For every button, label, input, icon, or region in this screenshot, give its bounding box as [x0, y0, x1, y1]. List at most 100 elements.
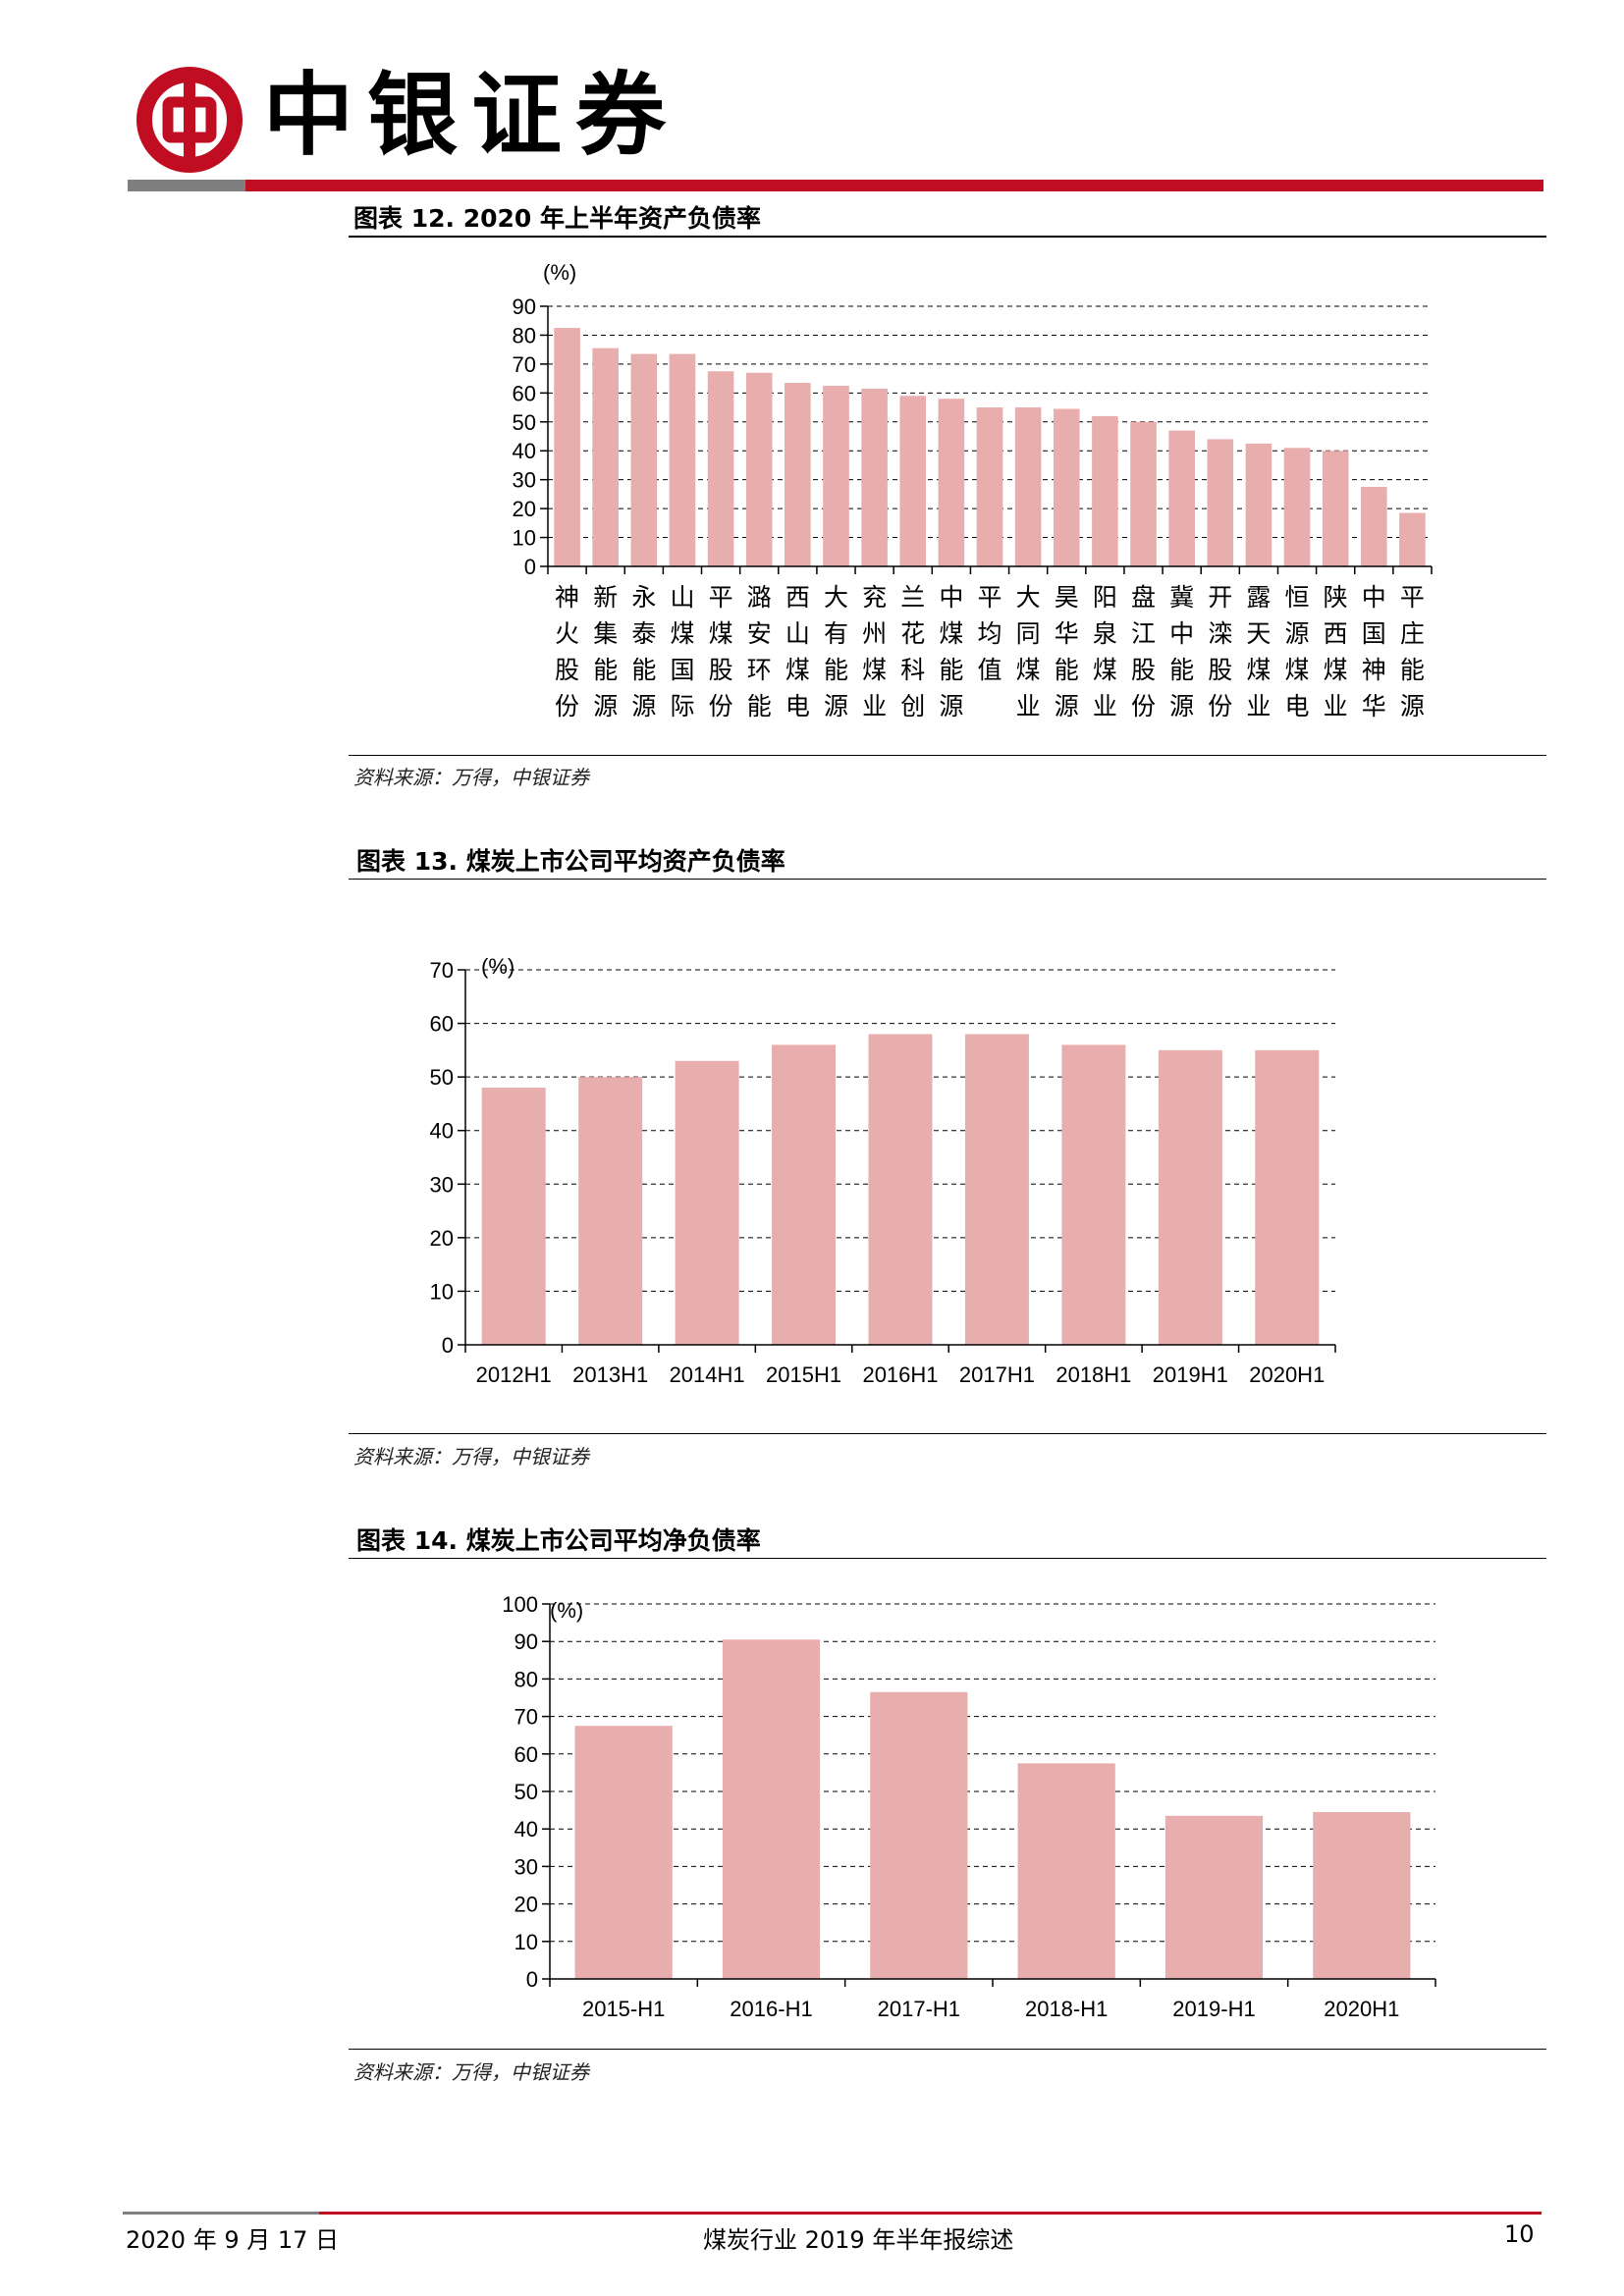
chart2-category-label: 2013H1 — [572, 1362, 648, 1387]
chart3-ytick-label: 20 — [514, 1893, 538, 1917]
brand-name: 中银证券 — [263, 62, 680, 168]
chart1-unit-label: (%) — [543, 260, 576, 285]
chart1-bar — [592, 347, 619, 566]
chart1-bar — [1207, 439, 1234, 566]
figure-13-top-rule — [349, 879, 1546, 880]
chart1-category-label: 大有能源 — [824, 583, 848, 721]
chart2-bar — [772, 1044, 837, 1345]
header-bar-red — [245, 180, 1543, 191]
chart1-bar — [899, 396, 927, 566]
chart3-category-label: 2015-H1 — [582, 1997, 665, 2021]
chart2-bar — [1255, 1049, 1320, 1345]
chart3-category-label: 2017-H1 — [878, 1997, 960, 2021]
chart3-ytick-label: 70 — [514, 1705, 538, 1730]
chart2-bar — [481, 1088, 546, 1345]
chart2-bar — [1158, 1049, 1222, 1345]
chart1-category-label: 中国神华 — [1362, 583, 1386, 721]
chart1-ytick-label: 0 — [524, 555, 536, 579]
chart3-bar — [574, 1726, 673, 1979]
chart1-bar — [976, 407, 1003, 566]
chart1-category-label: 平煤股份 — [709, 583, 733, 721]
figure-14-source: 资料来源：万得，中银证券 — [353, 2060, 589, 2084]
chart1-ytick-label: 30 — [513, 468, 536, 493]
chart2-bar — [578, 1077, 643, 1345]
chart1-bar — [1245, 443, 1272, 566]
figure-13-source: 资料来源：万得，中银证券 — [353, 1445, 589, 1468]
figure-14-title: 图表 14. 煤炭上市公司平均净负债率 — [356, 1526, 761, 1555]
chart1-bar — [938, 399, 965, 566]
chart1-bar — [861, 388, 888, 566]
chart1-ytick-label: 80 — [513, 323, 536, 347]
chart1-category-label: 陕西煤业 — [1324, 583, 1348, 721]
figure-13-title: 图表 13. 煤炭上市公司平均资产负债率 — [356, 847, 785, 876]
chart1-category-label: 露天煤业 — [1246, 583, 1271, 721]
chart1-bar — [1399, 512, 1426, 566]
chart3-category-label: 2020H1 — [1324, 1997, 1399, 2021]
chart1-category-label: 新集能源 — [593, 583, 618, 721]
chart1-bar — [1322, 451, 1349, 566]
chart-figure-12: 0 10 20 30 40 50 60 70 80 90 神火股份新集能源永泰能源山煤国际平煤股份潞… — [513, 260, 1433, 721]
chart1-category-label: 平庄能源 — [1400, 583, 1425, 721]
chart1-bar — [1130, 421, 1157, 566]
figure-13-bottom-rule — [349, 1433, 1546, 1434]
chart2-bar — [675, 1060, 739, 1345]
chart1-bar — [554, 328, 580, 566]
chart2-category-label: 2014H1 — [670, 1362, 745, 1387]
chart2-category-label: 2015H1 — [766, 1362, 841, 1387]
chart3-ytick-label: 80 — [514, 1667, 538, 1691]
chart2-bar — [964, 1034, 1029, 1345]
chart1-bar — [823, 385, 849, 566]
chart3-category-label: 2016-H1 — [730, 1997, 812, 2021]
figure-12-top-rule — [349, 236, 1546, 238]
chart1-category-label: 神火股份 — [555, 583, 579, 721]
chart3-bar — [1164, 1815, 1264, 1979]
chart3-bar — [722, 1639, 821, 1979]
chart2-ytick-label: 10 — [430, 1279, 454, 1304]
chart3-ytick-label: 100 — [502, 1592, 538, 1617]
chart1-category-label: 兖州煤业 — [862, 583, 887, 721]
chart1-category-label: 开滦股份 — [1208, 583, 1232, 721]
chart1-category-label: 阳泉煤业 — [1093, 583, 1117, 721]
chart2-unit-label: (%) — [481, 954, 514, 979]
chart2-ytick-label: 20 — [430, 1226, 454, 1251]
header-bar-grey — [128, 180, 245, 191]
chart1-bar — [1092, 415, 1118, 566]
chart1-ytick-label: 90 — [513, 294, 536, 319]
chart2-ytick-label: 0 — [442, 1333, 454, 1358]
chart1-bar — [1361, 487, 1387, 566]
chart3-bar — [1017, 1763, 1115, 1979]
chart3-ytick-label: 0 — [526, 1967, 538, 1992]
chart1-bar — [630, 353, 658, 566]
chart3-category-label: 2018-H1 — [1025, 1997, 1108, 2021]
chart1-category-label: 兰花科创 — [900, 583, 925, 721]
chart3-ytick-label: 30 — [514, 1854, 538, 1879]
chart-figure-14: 0 10 20 30 40 50 60 70 80 90 100 2015-H1 2016-H1 2017… — [502, 1592, 1436, 2021]
chart1-bar — [1283, 448, 1311, 566]
chart3-ytick-label: 10 — [514, 1930, 538, 1954]
chart3-unit-label: (%) — [550, 1598, 583, 1623]
chart3-ytick-label: 40 — [514, 1817, 538, 1842]
chart2-bar — [1061, 1044, 1126, 1345]
chart1-bar — [669, 353, 696, 566]
chart2-category-label: 2016H1 — [862, 1362, 938, 1387]
chart2-category-label: 2020H1 — [1249, 1362, 1325, 1387]
chart3-bar — [870, 1691, 968, 1979]
chart3-bar — [1313, 1812, 1411, 1979]
chart1-bar — [1168, 430, 1195, 566]
bank-of-china-logo-icon — [136, 67, 243, 173]
figure-12-bottom-rule — [349, 755, 1546, 756]
footer-rule-red — [319, 2212, 1542, 2215]
chart2-category-label: 2018H1 — [1056, 1362, 1131, 1387]
chart3-ytick-label: 60 — [514, 1742, 538, 1767]
figure-14-bottom-rule — [349, 2049, 1546, 2050]
figure-12-source: 资料来源：万得，中银证券 — [353, 766, 589, 789]
chart1-bar — [1053, 408, 1080, 566]
chart1-category-label: 潞安环能 — [747, 583, 772, 721]
chart2-ytick-label: 50 — [430, 1065, 454, 1090]
chart1-bar — [785, 383, 811, 566]
chart1-ytick-label: 20 — [513, 497, 536, 521]
chart2-category-label: 2019H1 — [1153, 1362, 1228, 1387]
page-number: 10 — [1504, 2220, 1535, 2248]
chart1-category-label: 西山煤电 — [785, 583, 810, 721]
chart1-bar — [745, 372, 773, 566]
